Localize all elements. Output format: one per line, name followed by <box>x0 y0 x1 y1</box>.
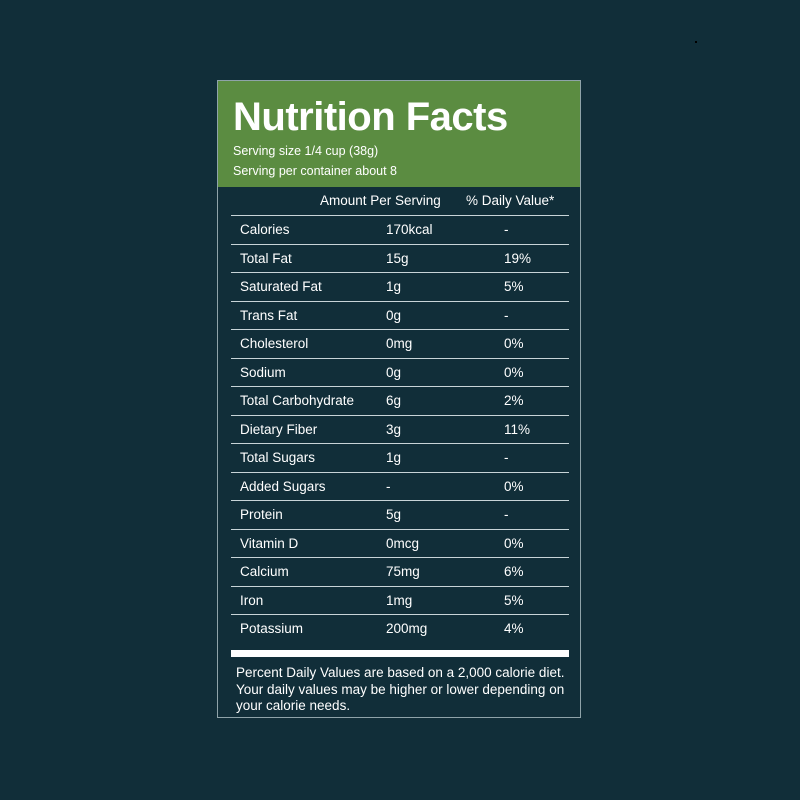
nutrient-daily-value: 4% <box>504 621 524 637</box>
nutrient-row: Dietary Fiber 3g 11% <box>231 415 569 444</box>
nutrient-amount: 0g <box>386 301 504 330</box>
nutrient-daily-value: 0% <box>504 472 569 501</box>
nutrient-name: Sodium <box>231 358 386 387</box>
nutrient-row: Trans Fat 0g - <box>231 301 569 330</box>
amount-column-header: Amount Per Serving <box>320 193 441 208</box>
nutrient-name: Trans Fat <box>231 301 386 330</box>
nutrient-amount: 15g <box>386 244 504 273</box>
nutrient-name: Potassium <box>240 621 304 637</box>
nutrient-amount: 200mg <box>386 621 428 637</box>
nutrient-amount: 1g <box>386 272 504 302</box>
nutrient-table: Calories 170kcal - Total Fat 15g 19% Saturated… <box>231 216 569 643</box>
nutrient-name: Iron <box>231 586 386 615</box>
nutrient-daily-value: - <box>504 500 569 530</box>
thick-divider <box>231 650 569 657</box>
nutrient-amount: 6g <box>386 386 504 416</box>
nutrition-facts-label: Nutrition Facts Serving size 1/4 cup (38… <box>217 80 581 718</box>
nutrient-amount: 1mg <box>386 586 504 615</box>
nutrient-name: Total Sugars <box>231 443 386 473</box>
nutrient-row: Cholesterol 0mg 0% <box>231 329 569 359</box>
nutrient-daily-value: 6% <box>504 557 569 587</box>
nutrient-daily-value: 5% <box>504 586 569 615</box>
nutrient-daily-value: 2% <box>504 386 569 416</box>
nutrient-daily-value: 0% <box>504 358 569 387</box>
servings-per-container: Serving per container about 8 <box>233 164 397 178</box>
nutrient-name: Vitamin D <box>231 529 386 558</box>
nutrient-row: Iron 1mg 5% <box>231 586 569 615</box>
nutrient-name: Calories <box>231 216 386 245</box>
nutrient-amount: 0mg <box>386 329 504 359</box>
nutrient-daily-value: - <box>504 216 569 245</box>
stray-dot <box>695 41 697 43</box>
nutrient-row: Total Fat 15g 19% <box>231 244 569 273</box>
serving-size: Serving size 1/4 cup (38g) <box>233 144 379 158</box>
nutrient-row: Total Carbohydrate 6g 2% <box>231 386 569 416</box>
header-divider <box>231 215 569 216</box>
column-headers: Amount Per Serving % Daily Value* <box>218 187 580 215</box>
nutrient-name: Protein <box>231 500 386 530</box>
nutrient-daily-value: 0% <box>504 529 569 558</box>
nutrient-name: Added Sugars <box>231 472 386 501</box>
nutrient-row: Calcium 75mg 6% <box>231 557 569 587</box>
nutrient-amount: 3g <box>386 415 504 444</box>
nutrient-name: Calcium <box>231 557 386 587</box>
label-header: Nutrition Facts Serving size 1/4 cup (38… <box>218 81 580 187</box>
nutrient-daily-value: - <box>504 443 569 473</box>
nutrient-name: Dietary Fiber <box>231 415 386 444</box>
nutrient-daily-value: - <box>504 301 569 330</box>
nutrient-row: Added Sugars -0% <box>231 472 569 501</box>
nutrient-name: Cholesterol <box>231 329 386 359</box>
nutrient-row: Sodium 0g 0% <box>231 358 569 387</box>
nutrient-amount: 170kcal <box>386 216 504 245</box>
nutrient-amount: 0mcg <box>386 529 504 558</box>
nutrient-name: Total Carbohydrate <box>231 386 386 416</box>
daily-value-column-header: % Daily Value* <box>466 193 555 208</box>
nutrient-row: Protein 5g - <box>231 500 569 530</box>
nutrient-amount: 1g <box>386 443 504 473</box>
footnote: Percent Daily Values are based on a 2,00… <box>236 665 565 713</box>
nutrient-daily-value: 19% <box>504 244 569 273</box>
nutrient-amount: 5g <box>386 500 504 530</box>
label-title: Nutrition Facts <box>233 95 508 139</box>
nutrient-daily-value: 5% <box>504 272 569 302</box>
nutrient-name: Total Fat <box>231 244 386 273</box>
nutrient-row: Total Sugars 1g - <box>231 443 569 473</box>
nutrient-name: Saturated Fat <box>231 272 386 302</box>
nutrient-daily-value: 11% <box>504 415 569 444</box>
nutrient-daily-value: 0% <box>504 329 569 359</box>
nutrient-row: Calories 170kcal - <box>231 216 569 245</box>
nutrient-amount: 0g <box>386 358 504 387</box>
nutrient-row: Saturated Fat 1g 5% <box>231 272 569 302</box>
nutrient-amount: - <box>386 472 504 501</box>
nutrient-row: Potassium 200mg 4% <box>231 615 569 643</box>
nutrient-amount: 75mg <box>386 557 504 587</box>
nutrient-row: Vitamin D 0mcg 0% <box>231 529 569 558</box>
